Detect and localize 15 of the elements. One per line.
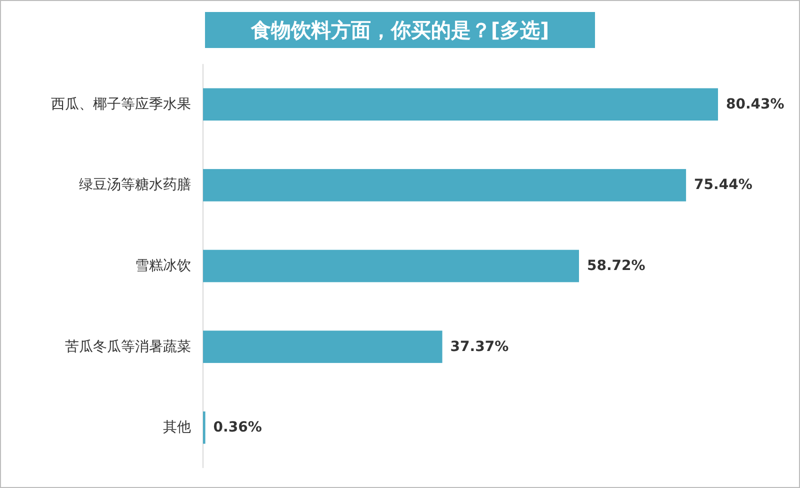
bar bbox=[203, 88, 718, 121]
data-label: 58.72% bbox=[586, 258, 646, 274]
data-label: 75.44% bbox=[694, 177, 752, 194]
bar bbox=[203, 330, 442, 363]
data-label: 80.43% bbox=[726, 96, 784, 112]
bar bbox=[203, 250, 579, 282]
bar bbox=[203, 169, 686, 202]
data-label: 0.36% bbox=[213, 420, 262, 436]
chart-title: 食物饮料方面，你买的是？[多选] bbox=[250, 18, 550, 42]
y-tick-label: 其他 bbox=[163, 420, 191, 436]
data-label: 37.37% bbox=[450, 338, 509, 355]
y-tick-label: 苦瓜冬瓜等消暑蔬菜 bbox=[65, 338, 191, 355]
y-tick-label: 绿豆汤等糖水药膳 bbox=[79, 177, 191, 194]
y-tick-label: 西瓜、椰子等应季水果 bbox=[51, 96, 191, 112]
y-tick-label: 雪糕冰饮 bbox=[135, 258, 191, 274]
